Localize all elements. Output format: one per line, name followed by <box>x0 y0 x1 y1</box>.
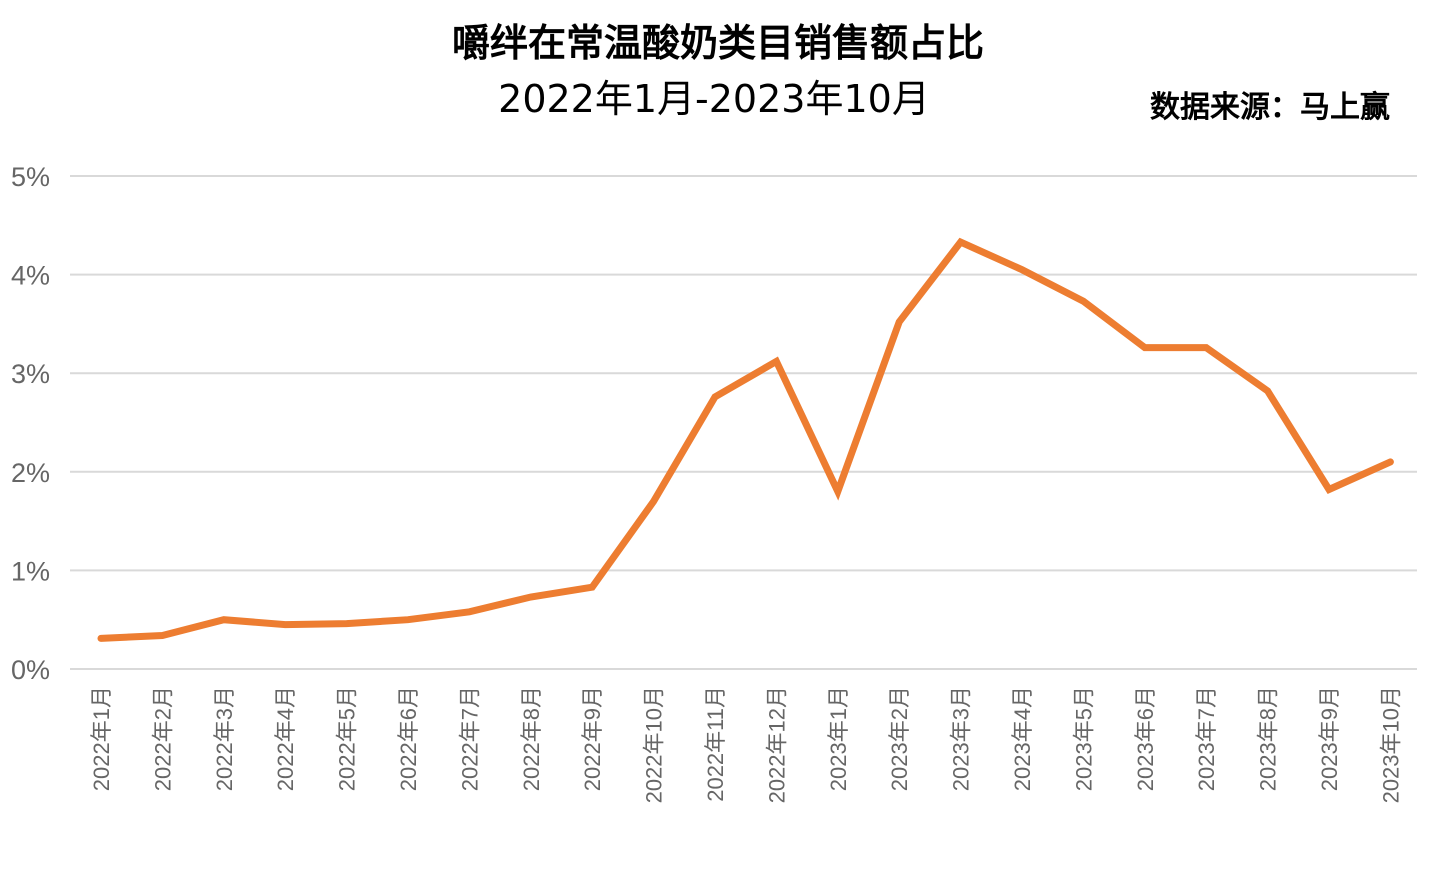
x-tick-label: 2022年12月 <box>764 686 789 803</box>
x-tick-label: 2023年8月 <box>1256 686 1281 791</box>
y-axis-ticks: 0% 1% 2% 3% 4% 5% <box>11 162 50 685</box>
data-point <box>1388 459 1393 464</box>
x-tick-label: 2023年10月 <box>1378 686 1403 803</box>
x-tick-label: 2022年4月 <box>273 686 298 791</box>
data-point <box>1327 487 1331 492</box>
x-tick-label: 2023年7月 <box>1194 686 1219 791</box>
data-point <box>713 394 717 399</box>
chart-title: 嚼绊在常温酸奶类目销售额占比 <box>452 21 984 65</box>
x-tick-label: 2023年2月 <box>887 686 912 791</box>
data-point <box>774 359 779 364</box>
x-tick-label: 2022年6月 <box>396 686 421 791</box>
data-point <box>221 617 226 622</box>
y-tick-label: 4% <box>11 261 50 291</box>
x-tick-label: 2022年10月 <box>642 686 667 803</box>
data-point <box>590 585 595 590</box>
data-point <box>897 319 902 324</box>
x-tick-label: 2022年9月 <box>580 686 605 791</box>
data-point <box>835 489 840 494</box>
source-note: 数据来源：马上赢 <box>1150 90 1390 125</box>
x-tick-label: 2023年6月 <box>1133 686 1158 791</box>
series-layer <box>97 237 1394 642</box>
grid-lines <box>70 175 1417 670</box>
x-tick-label: 2022年7月 <box>457 686 482 791</box>
data-point <box>651 499 656 504</box>
data-point <box>1142 345 1147 350</box>
x-tick-label: 2022年3月 <box>212 686 237 791</box>
y-tick-label: 2% <box>11 458 50 488</box>
data-point <box>1081 299 1086 304</box>
chart-subtitle: 2022年1月-2023年10月 <box>498 77 930 121</box>
data-point <box>467 609 472 614</box>
x-tick-label: 2023年4月 <box>1010 686 1035 791</box>
x-tick-label: 2022年5月 <box>335 686 360 791</box>
data-point <box>528 595 533 600</box>
x-tick-label: 2022年2月 <box>150 686 175 791</box>
data-point <box>406 617 410 622</box>
data-point <box>958 240 963 245</box>
y-tick-label: 5% <box>11 162 50 192</box>
data-point <box>160 633 165 638</box>
y-tick-label: 3% <box>11 359 50 389</box>
x-tick-label: 2022年11月 <box>703 686 728 802</box>
data-point <box>1020 267 1024 272</box>
y-tick-label: 1% <box>11 556 50 586</box>
x-axis-ticks: 2022年1月 2022年2月 2022年3月 2022年4月 2022年5月 2022年… <box>89 686 1403 803</box>
x-tick-label: 2023年1月 <box>826 686 851 791</box>
data-point <box>1204 345 1209 350</box>
x-tick-label: 2022年8月 <box>519 686 544 791</box>
x-tick-label: 2023年9月 <box>1317 686 1342 791</box>
x-tick-label: 2023年5月 <box>1071 686 1096 791</box>
data-point <box>1265 388 1270 393</box>
x-tick-label: 2023年3月 <box>949 686 974 791</box>
data-point <box>283 622 288 627</box>
y-tick-label: 0% <box>11 655 50 685</box>
series-line <box>97 237 1394 642</box>
data-point <box>344 621 349 626</box>
data-point <box>99 636 103 641</box>
x-tick-label: 2022年1月 <box>89 686 114 791</box>
